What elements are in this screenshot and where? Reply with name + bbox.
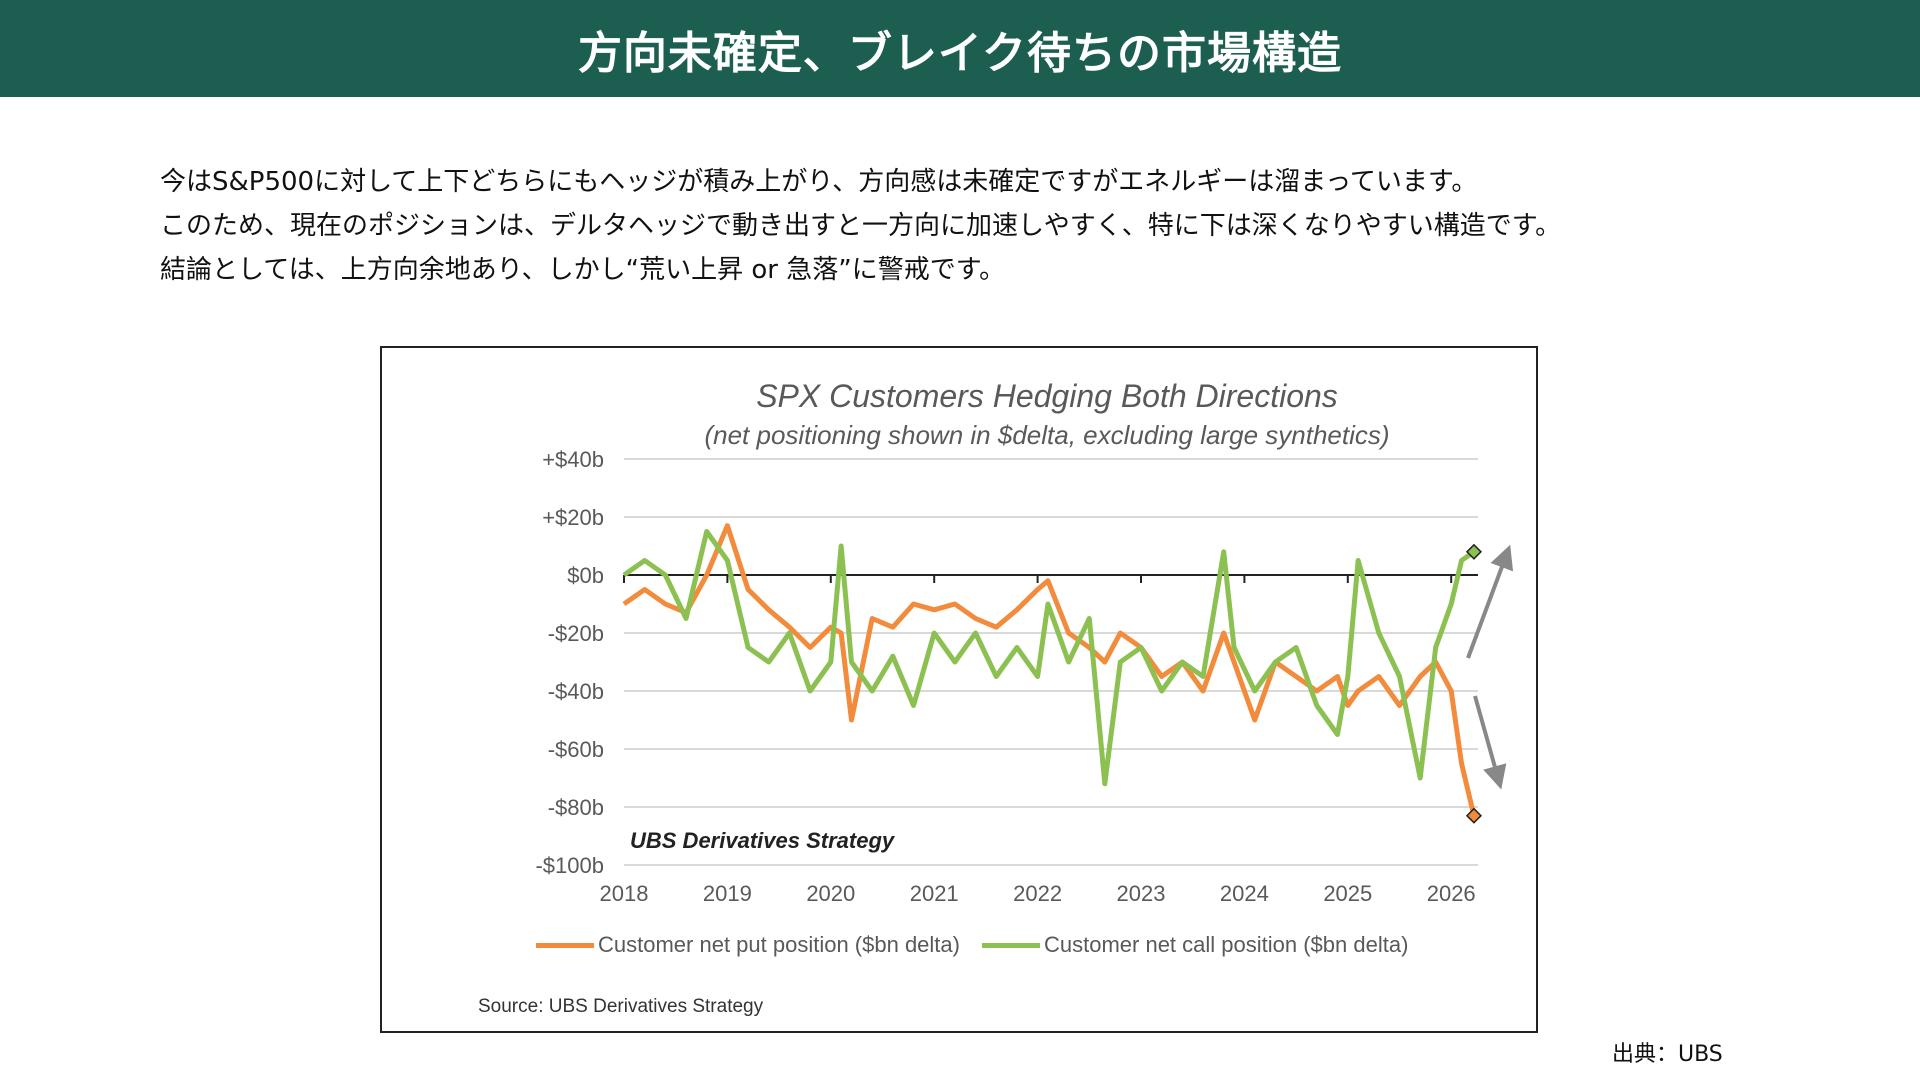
y-tick-label: -$20b (548, 621, 604, 646)
call-series-line (622, 529, 1476, 787)
x-tick-label: 2021 (910, 881, 959, 906)
chart-title: SPX Customers Hedging Both Directions (756, 378, 1338, 414)
page-title: 方向未確定、ブレイク待ちの市場構造 (577, 27, 1343, 79)
legend-label-call: Customer net call position ($bn delta) (1043, 932, 1409, 957)
x-tick-label: 2025 (1323, 881, 1372, 906)
y-tick-label: $0b (567, 563, 604, 588)
summary-line: 結論としては、上方向余地あり、しかし“荒い上昇 or 急落”に警戒です。 (160, 255, 1006, 285)
chart-plot: +$40b +$20b $0b -$20b -$40b -$60b -$80b -$100b 2… (535, 447, 1514, 906)
x-tick-label: 2022 (1013, 881, 1062, 906)
legend-swatch-put (536, 942, 594, 948)
y-tick-label: -$40b (548, 679, 604, 704)
legend-item-call: Customer net call position ($bn delta) (981, 932, 1409, 958)
chart-brand-label: UBS Derivatives Strategy (630, 828, 895, 853)
x-tick-label: 2018 (600, 881, 649, 906)
x-tick-label: 2024 (1220, 881, 1269, 906)
credit: 出典：UBS (1612, 1042, 1723, 1067)
chart-legend: Customer net put position ($bn delta) Cu… (536, 932, 1430, 958)
x-tick-label: 2023 (1117, 881, 1166, 906)
legend-item-put: Customer net put position ($bn delta) (536, 932, 960, 958)
legend-swatch-call (981, 942, 1040, 948)
put-series-line (622, 523, 1477, 817)
summary-line: 今はS&P500に対して上下どちらにもヘッジが積み上がり、方向感は未確定ですがエ… (160, 167, 1478, 197)
x-tick-label: 2019 (703, 881, 752, 906)
y-tick-label: +$20b (542, 505, 604, 530)
y-tick-label: -$80b (548, 795, 604, 820)
chart-source: Source: UBS Derivatives Strategy (478, 996, 764, 1017)
chart: SPX Customers Hedging Both Directions (n… (380, 346, 1538, 1033)
call-end-marker (1465, 543, 1483, 560)
legend-label-put: Customer net put position ($bn delta) (598, 932, 960, 957)
x-tick-label: 2026 (1427, 881, 1476, 906)
y-tick-label: -$60b (548, 737, 604, 762)
chart-subtitle: (net positioning shown in $delta, exclud… (704, 420, 1390, 450)
put-end-marker (1465, 807, 1483, 824)
y-tick-label: +$40b (542, 447, 604, 472)
up-arrow-icon (1466, 544, 1514, 659)
summary-text: 今はS&P500に対して上下どちらにもヘッジが積み上がり、方向感は未確定ですがエ… (160, 160, 1561, 292)
y-tick-label: -$100b (535, 853, 604, 878)
down-arrow-icon (1473, 695, 1507, 790)
page-header: 方向未確定、ブレイク待ちの市場構造 (0, 0, 1920, 97)
x-tick-label: 2020 (806, 881, 855, 906)
summary-line: このため、現在のポジションは、デルタヘッジで動き出すと一方向に加速しやすく、特に… (160, 211, 1562, 241)
